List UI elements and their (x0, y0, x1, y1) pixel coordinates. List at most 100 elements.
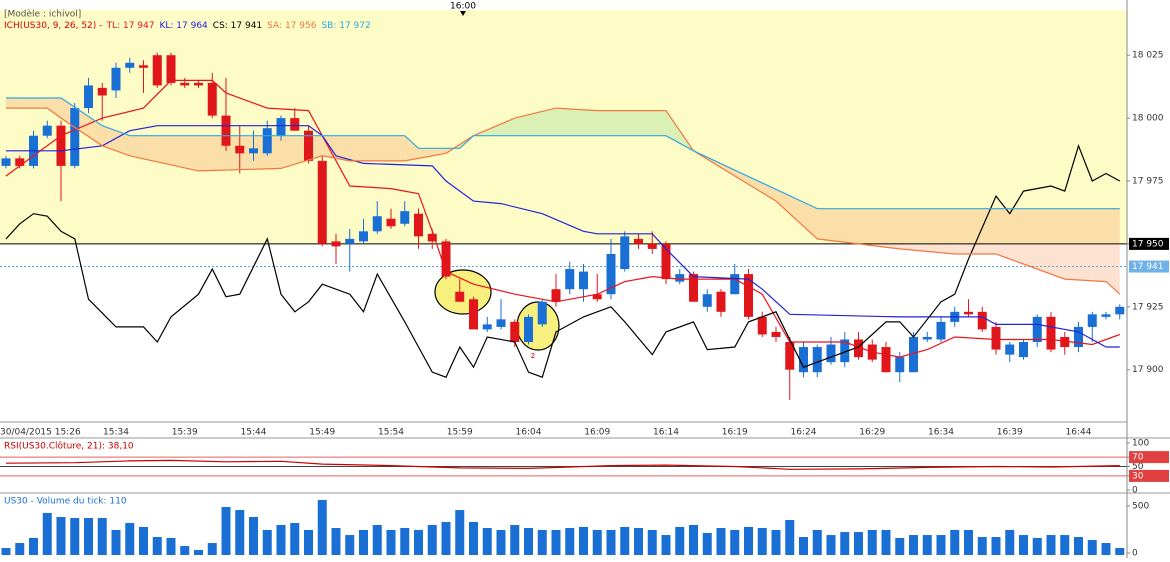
volume-bar (441, 521, 451, 555)
volume-bar (29, 537, 38, 555)
y-tick-label: 17 975 (1132, 177, 1164, 187)
volume-bar (290, 523, 300, 555)
cloud (281, 135, 295, 169)
volume-bar (207, 543, 217, 555)
volume-bar (42, 512, 52, 555)
x-tick-label: 15:49 (309, 428, 335, 438)
cloud (432, 148, 446, 156)
candle-body (936, 321, 946, 340)
volume-bar (867, 529, 877, 555)
cloud (762, 182, 776, 202)
candle-body (15, 158, 25, 166)
volume-bar (1005, 529, 1015, 555)
candle-body (56, 125, 66, 166)
volume-bar (510, 524, 520, 555)
candle-body (510, 321, 520, 343)
candle-body (744, 274, 753, 317)
candle-body (84, 85, 93, 109)
candle-body (826, 344, 836, 363)
volume-bar (964, 529, 973, 555)
candle-body (634, 238, 643, 244)
cloud (377, 135, 391, 161)
volume-bar (579, 526, 588, 555)
candle-body (70, 108, 80, 166)
cloud (941, 208, 955, 254)
last-price-label: 17 941 (1132, 262, 1164, 272)
volume-bar (634, 527, 643, 555)
cloud (583, 109, 598, 136)
candle-body (166, 55, 176, 83)
cloud (556, 108, 570, 136)
candle-body (909, 336, 918, 373)
cloud (652, 110, 666, 136)
volume-bar (345, 535, 355, 555)
volume-bar (1101, 543, 1111, 555)
candle-body (922, 336, 932, 340)
volume-bar (1032, 537, 1042, 555)
cloud (831, 208, 845, 243)
cloud (19, 97, 34, 109)
y-tick-label: 18 000 (1132, 114, 1164, 124)
candle-body (455, 291, 465, 302)
candle-body (372, 216, 382, 232)
cloud (33, 97, 48, 109)
cloud (927, 208, 941, 253)
volume-bar (221, 507, 231, 555)
cloud (748, 176, 763, 193)
volume-bar (304, 529, 313, 555)
volume-bar (524, 527, 533, 555)
volume-bar (1060, 535, 1070, 555)
cloud (886, 208, 900, 249)
cloud (597, 110, 611, 136)
candle-body (1101, 314, 1111, 317)
cloud (844, 208, 859, 244)
candle-body (524, 316, 533, 343)
candle-body (221, 115, 231, 146)
cloud (1092, 208, 1106, 282)
cloud (6, 97, 20, 109)
candle-body (606, 253, 616, 295)
volume-bar (620, 526, 630, 555)
volume-bar (606, 529, 616, 555)
volume-bar (799, 537, 808, 555)
x-tick-label: 15:54 (378, 428, 404, 438)
volume-bar (812, 529, 822, 555)
cloud (363, 135, 378, 161)
x-tick-label: 16:44 (1066, 428, 1092, 438)
y-tick-label: 100 (1132, 439, 1149, 449)
x-tick-label: 16:39 (997, 428, 1023, 438)
y-tick-label: 500 (1132, 501, 1149, 511)
cloud (1037, 208, 1051, 275)
cloud (996, 208, 1010, 259)
cloud (528, 111, 543, 136)
candle-body (799, 347, 808, 373)
volume-bar (414, 529, 423, 555)
cloud (776, 189, 790, 214)
y-tick-label: 30 (1132, 471, 1144, 481)
y-tick-label: 50 (1132, 462, 1144, 472)
cloud (817, 208, 831, 241)
candle-body (1046, 316, 1056, 350)
volume-bar (152, 537, 162, 555)
cloud (487, 123, 501, 136)
legend-entry: CS: 17 941 (213, 21, 262, 31)
volume-bar (15, 543, 25, 555)
x-tick-label: 15:39 (172, 428, 198, 438)
background-layer (0, 10, 1170, 494)
volume-bar (771, 529, 781, 555)
volume-bar (744, 526, 753, 555)
volume-bar (702, 532, 712, 555)
volume-bar (249, 516, 258, 555)
candle-body (977, 311, 987, 330)
indicator-line (6, 125, 1120, 348)
candle-body (537, 301, 547, 325)
volume-bar (482, 527, 492, 555)
legend-entry: SA: 17 956 (267, 21, 317, 31)
panel-title: US30 - Volume du tick: 110 (4, 497, 127, 507)
candle-body (276, 118, 286, 136)
cloud (198, 135, 213, 171)
cloud (913, 208, 928, 252)
candle-body (1005, 344, 1015, 355)
chart-title: [Modèle : ichivol] (4, 9, 81, 20)
